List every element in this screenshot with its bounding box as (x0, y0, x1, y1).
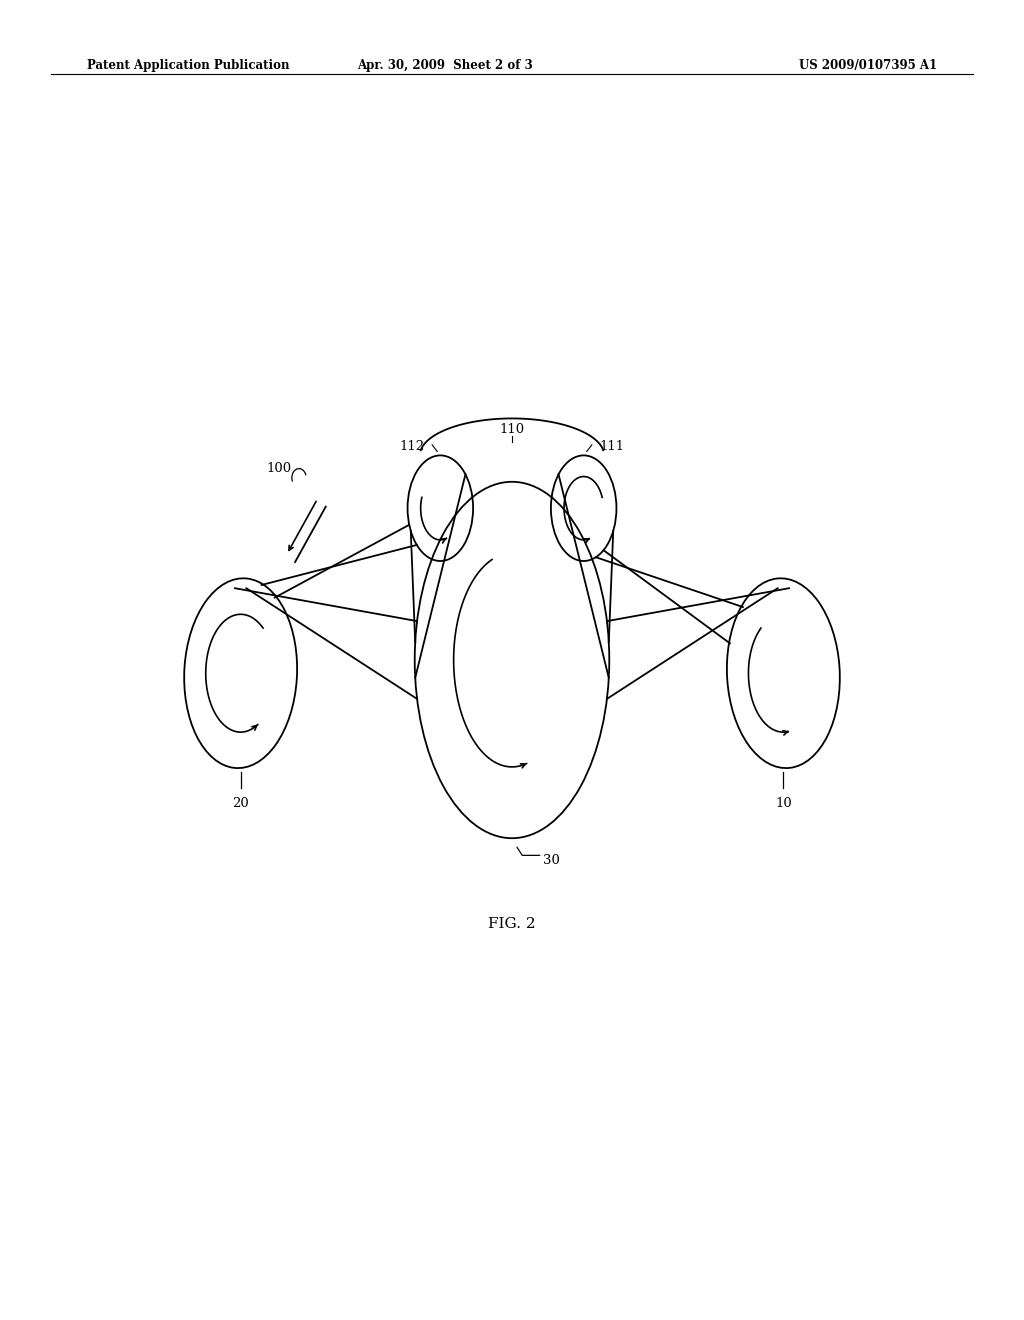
Text: Patent Application Publication: Patent Application Publication (87, 59, 290, 73)
Text: 110: 110 (500, 422, 524, 436)
Text: 20: 20 (232, 797, 249, 810)
Text: Apr. 30, 2009  Sheet 2 of 3: Apr. 30, 2009 Sheet 2 of 3 (357, 59, 534, 73)
Text: 112: 112 (399, 440, 425, 453)
Text: US 2009/0107395 A1: US 2009/0107395 A1 (799, 59, 937, 73)
Text: 10: 10 (775, 797, 792, 810)
Text: 100: 100 (266, 462, 292, 475)
Text: 30: 30 (543, 854, 559, 867)
Text: FIG. 2: FIG. 2 (488, 917, 536, 931)
Text: 111: 111 (599, 440, 625, 453)
